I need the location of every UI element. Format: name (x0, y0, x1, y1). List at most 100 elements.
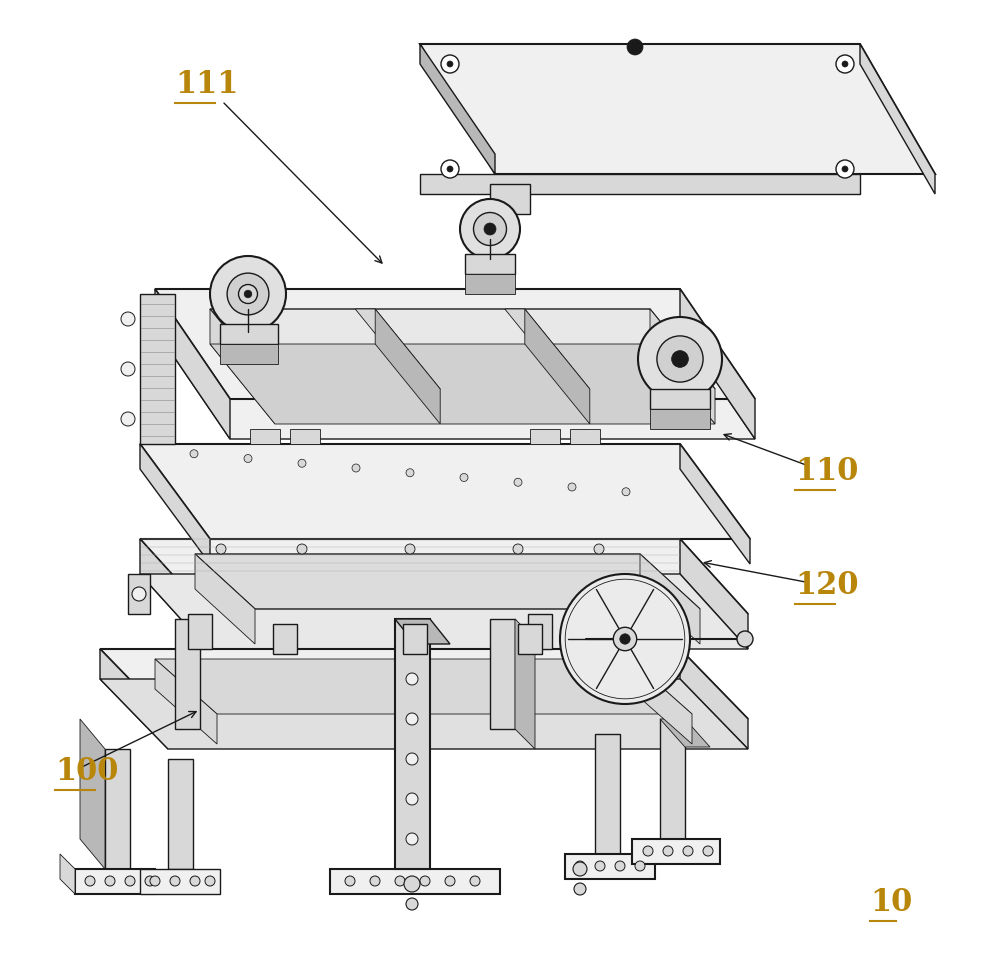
Polygon shape (375, 310, 440, 424)
Polygon shape (570, 430, 600, 444)
Circle shape (703, 846, 713, 856)
Circle shape (663, 846, 673, 856)
Circle shape (395, 876, 405, 886)
Circle shape (445, 876, 455, 886)
Circle shape (406, 753, 418, 765)
Polygon shape (420, 45, 495, 174)
Circle shape (216, 544, 226, 555)
Polygon shape (860, 45, 935, 194)
Polygon shape (525, 310, 590, 424)
Polygon shape (175, 619, 200, 729)
Circle shape (132, 587, 146, 601)
Circle shape (842, 62, 848, 68)
Circle shape (594, 544, 604, 555)
Polygon shape (680, 444, 750, 564)
Polygon shape (650, 410, 710, 430)
Text: 120: 120 (795, 570, 858, 600)
Circle shape (227, 274, 269, 315)
Circle shape (441, 161, 459, 179)
Polygon shape (490, 185, 530, 214)
Circle shape (345, 876, 355, 886)
Polygon shape (140, 294, 175, 444)
Circle shape (121, 313, 135, 327)
Polygon shape (210, 310, 275, 424)
Polygon shape (60, 854, 75, 894)
Polygon shape (195, 555, 255, 644)
Polygon shape (660, 720, 710, 747)
Polygon shape (140, 539, 208, 649)
Polygon shape (220, 325, 278, 345)
Polygon shape (250, 430, 280, 444)
Circle shape (474, 213, 507, 246)
Polygon shape (75, 869, 155, 894)
Circle shape (121, 413, 135, 427)
Circle shape (683, 846, 693, 856)
Circle shape (560, 575, 690, 704)
Polygon shape (155, 290, 755, 399)
Circle shape (447, 167, 453, 172)
Polygon shape (220, 345, 278, 365)
Text: 111: 111 (175, 70, 238, 100)
Polygon shape (210, 345, 715, 424)
Polygon shape (395, 619, 450, 644)
Circle shape (297, 544, 307, 555)
Circle shape (635, 862, 645, 871)
Text: 100: 100 (55, 756, 118, 786)
Circle shape (85, 876, 95, 886)
Circle shape (672, 352, 688, 368)
Polygon shape (105, 749, 130, 869)
Polygon shape (565, 854, 655, 879)
Circle shape (145, 876, 155, 886)
Polygon shape (80, 720, 105, 869)
Polygon shape (195, 555, 700, 609)
Polygon shape (595, 734, 620, 854)
Circle shape (657, 336, 703, 383)
Circle shape (638, 317, 722, 401)
Circle shape (406, 793, 418, 805)
Circle shape (484, 224, 496, 235)
Circle shape (842, 167, 848, 172)
Circle shape (513, 544, 523, 555)
Circle shape (460, 474, 468, 482)
Circle shape (406, 713, 418, 725)
Polygon shape (640, 555, 700, 644)
Circle shape (643, 846, 653, 856)
Circle shape (406, 469, 414, 477)
Circle shape (244, 291, 252, 298)
Polygon shape (128, 575, 150, 615)
Circle shape (298, 459, 306, 468)
Polygon shape (505, 310, 590, 390)
Circle shape (460, 200, 520, 260)
Polygon shape (528, 615, 552, 649)
Polygon shape (140, 444, 210, 564)
Polygon shape (650, 310, 715, 424)
Circle shape (170, 876, 180, 886)
Polygon shape (100, 679, 748, 749)
Circle shape (406, 634, 418, 645)
Polygon shape (630, 659, 692, 744)
Polygon shape (420, 174, 860, 194)
Polygon shape (403, 624, 427, 655)
Circle shape (573, 862, 587, 876)
Polygon shape (168, 760, 193, 869)
Circle shape (406, 898, 418, 910)
Text: 110: 110 (795, 456, 858, 486)
Polygon shape (680, 649, 748, 749)
Polygon shape (100, 649, 748, 720)
Polygon shape (155, 659, 692, 714)
Circle shape (836, 161, 854, 179)
Circle shape (441, 56, 459, 74)
Circle shape (447, 62, 453, 68)
Text: 10: 10 (870, 886, 912, 917)
Polygon shape (290, 430, 320, 444)
Circle shape (105, 876, 115, 886)
Polygon shape (355, 310, 440, 390)
Circle shape (514, 478, 522, 487)
Circle shape (737, 631, 753, 647)
Polygon shape (188, 615, 212, 649)
Circle shape (205, 876, 215, 886)
Circle shape (121, 363, 135, 376)
Polygon shape (155, 659, 217, 744)
Polygon shape (100, 649, 168, 749)
Circle shape (575, 862, 585, 871)
